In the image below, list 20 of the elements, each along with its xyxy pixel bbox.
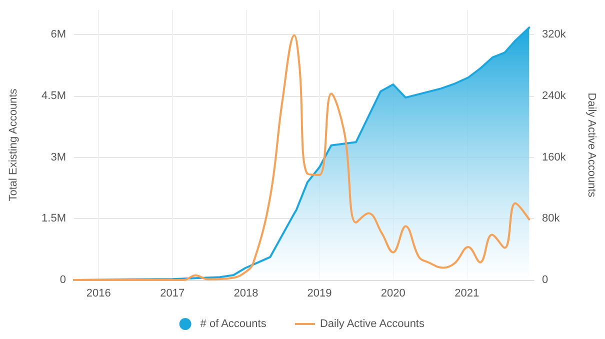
y-tick-label: 6M [50, 28, 66, 41]
y-axis-title: Total Existing Accounts [8, 88, 20, 202]
x-tick-label: 2016 [86, 288, 111, 300]
y2-tick-label: 320k [542, 28, 566, 41]
x-tick-label: 2019 [307, 288, 332, 300]
y2-tick-label: 160k [542, 151, 566, 164]
y-tick-label: 4.5M [42, 90, 66, 102]
legend-label: # of Accounts [200, 318, 267, 330]
x-tick-label: 2018 [234, 288, 258, 300]
y2-tick-label: 240k [542, 90, 566, 102]
y-tick-label: 1.5M [42, 212, 66, 225]
y2-axis-title: Daily Active Accounts [586, 92, 598, 198]
y-tick-label: 3M [50, 151, 66, 164]
y2-tick-label: 80k [542, 212, 560, 225]
y-tick-label: 0 [60, 274, 66, 286]
x-tick-label: 2021 [454, 288, 480, 300]
legend-label: Daily Active Accounts [320, 318, 425, 330]
y2-tick-label: 0 [542, 274, 548, 286]
x-tick-label: 2020 [380, 288, 406, 300]
x-tick-label: 2017 [160, 288, 185, 300]
